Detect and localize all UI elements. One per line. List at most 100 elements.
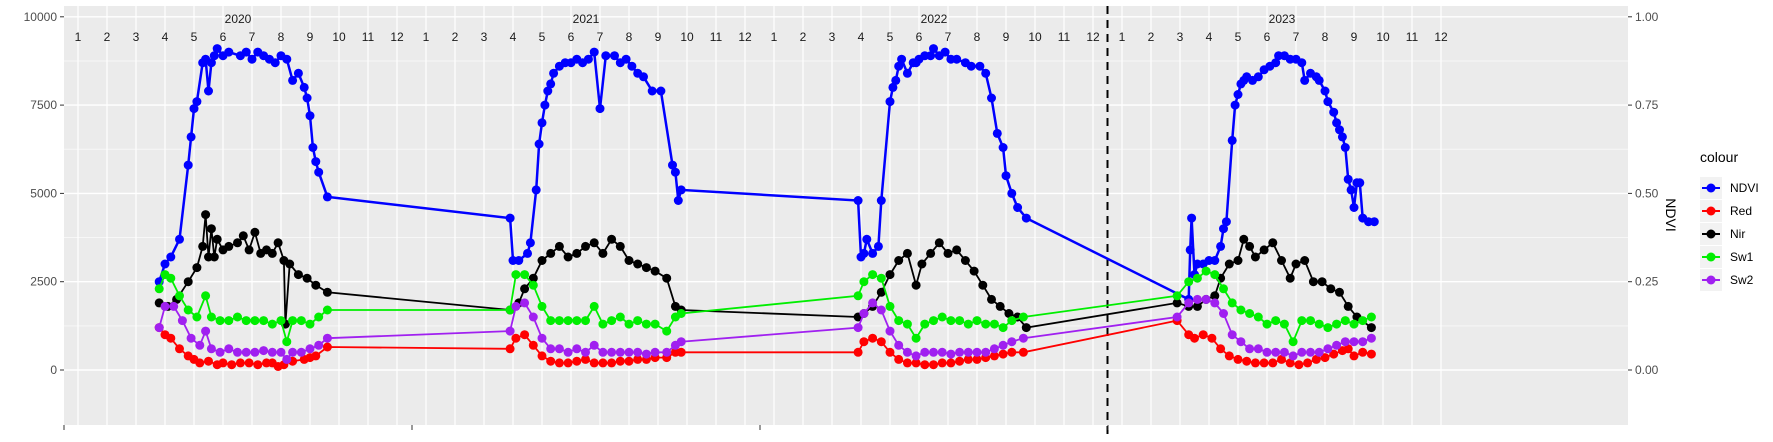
data-point	[206, 312, 216, 322]
data-point	[572, 316, 582, 326]
data-point	[572, 344, 582, 354]
month-label: 9	[655, 30, 662, 44]
data-point	[937, 347, 947, 357]
data-point	[992, 128, 1002, 138]
left-y-axis: 0 2500 5000 7500 10000	[24, 10, 64, 377]
data-point	[525, 238, 535, 248]
data-point	[607, 316, 617, 326]
data-point	[201, 210, 211, 220]
data-point	[1007, 188, 1017, 198]
data-point	[1013, 203, 1023, 212]
month-label: 7	[597, 30, 604, 44]
data-point	[1271, 347, 1281, 357]
data-point	[859, 337, 869, 347]
data-point	[212, 234, 222, 244]
month-labels: 1 2 3 4 5 6 7 8 9 10 11 12 1 2 3 4 5 6 7 8 9 10 11 12 1 2 3 4 5 6 7 8 9 1…	[75, 30, 1448, 44]
data-point	[1279, 319, 1289, 329]
data-point	[670, 167, 680, 177]
data-point	[1216, 241, 1226, 251]
month-label: 8	[1322, 30, 1329, 44]
data-point	[1369, 217, 1379, 227]
data-point	[589, 47, 599, 57]
month-label: 4	[858, 30, 865, 44]
data-point	[987, 294, 996, 304]
bottom-x-axis	[63, 425, 1109, 430]
data-point	[876, 287, 886, 297]
data-point	[589, 301, 599, 311]
data-point	[987, 93, 996, 103]
data-point	[537, 301, 547, 311]
data-point	[1366, 323, 1376, 333]
data-point	[615, 312, 625, 322]
data-point	[940, 47, 950, 57]
data-point	[201, 326, 211, 336]
data-point	[607, 358, 617, 368]
data-point	[633, 316, 643, 326]
data-point	[288, 75, 298, 85]
data-point	[595, 104, 605, 114]
data-point	[676, 347, 686, 357]
data-point	[233, 238, 242, 248]
data-point	[537, 333, 547, 343]
month-label: 11	[1058, 30, 1071, 44]
data-point	[186, 132, 196, 142]
month-label: 6	[1264, 30, 1271, 44]
data-point	[241, 47, 251, 57]
data-point	[1355, 178, 1365, 188]
legend-key-point	[1706, 206, 1716, 216]
data-point	[154, 323, 164, 333]
data-point	[1358, 347, 1368, 357]
month-label: 5	[1235, 30, 1242, 44]
data-point	[1172, 312, 1182, 322]
right-y-axis: 0.00 0.25 0.50 0.75 1.00	[1628, 10, 1659, 377]
data-point	[224, 344, 234, 354]
data-point	[972, 347, 982, 357]
data-point	[192, 97, 202, 107]
month-label: 11	[1406, 30, 1419, 44]
data-point	[311, 351, 321, 361]
data-point	[853, 291, 863, 301]
data-point	[1239, 234, 1249, 244]
data-point	[981, 347, 991, 357]
data-point	[1233, 354, 1243, 364]
data-point	[894, 354, 904, 364]
data-point	[528, 312, 538, 322]
left-tick-label: 0	[50, 363, 57, 377]
data-point	[934, 238, 944, 248]
data-point	[929, 347, 938, 357]
data-point	[610, 51, 619, 61]
data-point	[305, 111, 315, 121]
data-point	[981, 68, 991, 78]
data-point	[1210, 256, 1220, 265]
month-label: 3	[829, 30, 836, 44]
data-point	[859, 248, 869, 258]
data-point	[276, 316, 286, 326]
data-point	[955, 316, 965, 326]
data-point	[1227, 298, 1237, 308]
series-sw1	[154, 266, 1376, 347]
data-point	[1210, 298, 1220, 308]
month-label: 3	[481, 30, 488, 44]
data-point	[201, 291, 211, 301]
data-point	[955, 347, 965, 357]
data-point	[853, 196, 863, 205]
data-point	[1242, 356, 1252, 366]
data-point	[293, 68, 303, 78]
data-point	[624, 347, 634, 357]
data-point	[676, 337, 686, 347]
month-label: 12	[1086, 30, 1100, 44]
data-point	[189, 104, 199, 114]
data-point	[1349, 337, 1359, 347]
data-point	[589, 238, 599, 248]
data-point	[929, 316, 938, 326]
data-point	[902, 68, 912, 78]
data-point	[952, 245, 962, 255]
data-point	[537, 256, 547, 265]
data-point	[859, 277, 869, 287]
data-point	[282, 337, 292, 347]
data-point	[528, 280, 538, 290]
data-point	[1332, 319, 1342, 329]
data-point	[238, 231, 248, 241]
month-label: 6	[916, 30, 923, 44]
data-point	[1366, 333, 1376, 343]
